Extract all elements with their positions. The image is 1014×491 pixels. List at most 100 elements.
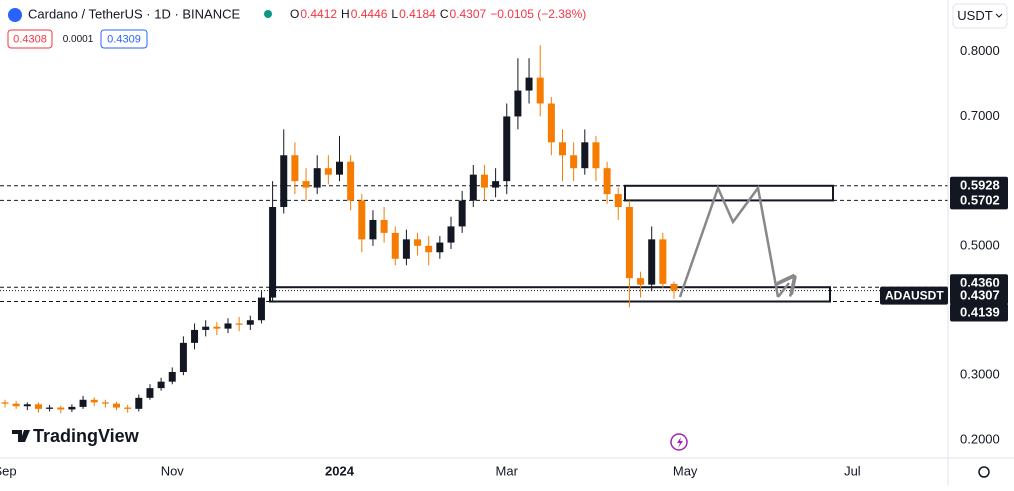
candle-body (358, 200, 366, 240)
candle-body (447, 226, 455, 243)
candle-body (280, 155, 288, 208)
candle-body (547, 103, 555, 143)
current-price: 0.4307 (960, 288, 1000, 303)
candle-body (202, 326, 210, 330)
candle-body (57, 407, 65, 410)
candle-body (659, 239, 667, 284)
ohlc-value: 0.4184 (399, 7, 436, 21)
candle-body (68, 406, 76, 410)
candle-body (347, 161, 355, 201)
candle-body (581, 142, 589, 169)
candle-body (637, 278, 645, 285)
candle-body (79, 399, 87, 407)
ohlc-key: C (440, 7, 449, 21)
symbol-title: Cardano / TetherUS · 1D · BINANCE (28, 6, 240, 21)
plot-area (0, 45, 948, 414)
price-label-box (950, 191, 1008, 210)
watermark: TradingView (33, 426, 140, 446)
ohlc-change: −0.0105 (−2.38%) (490, 7, 586, 21)
candle-body (369, 219, 377, 240)
candle-body (313, 168, 321, 188)
y-tick-label: 0.8000 (960, 43, 1000, 58)
candle-body (90, 399, 98, 403)
candle-body (402, 239, 410, 259)
watermark-logo (12, 430, 30, 442)
candle-body (592, 142, 600, 169)
y-tick-label: 0.7000 (960, 108, 1000, 123)
candle-body (302, 181, 310, 188)
candle-body (213, 326, 221, 329)
status-dot (264, 10, 272, 18)
candle-body (336, 161, 343, 175)
x-tick-label: 2024 (325, 463, 355, 478)
ask-price: 0.4309 (107, 33, 141, 45)
currency-dropdown[interactable] (952, 3, 1008, 29)
candle-body (525, 77, 533, 91)
candle-body (46, 407, 54, 409)
candle-body (670, 283, 678, 291)
y-tick-label: 0.3000 (960, 367, 1000, 382)
candle-body (648, 239, 656, 285)
ohlc-value: 0.4412 (300, 7, 337, 21)
candle-body (436, 242, 444, 253)
candle-body (124, 407, 132, 409)
symbol-icon (8, 8, 22, 22)
projection-arrow (778, 283, 789, 298)
candle-body (536, 77, 544, 104)
candle-body (269, 207, 277, 298)
bid-box[interactable] (7, 29, 53, 49)
candle-body (257, 297, 265, 321)
currency-label: USDT (957, 8, 992, 23)
ask-box[interactable] (100, 29, 148, 49)
candle-body (559, 142, 566, 156)
candle-body (492, 181, 500, 188)
candle-body (603, 168, 611, 195)
candle-body (12, 403, 20, 407)
candle-body (168, 371, 176, 382)
current-price-box (950, 286, 1008, 305)
candle-body (614, 194, 622, 208)
candle-body (469, 174, 477, 201)
x-tick-label: May (673, 463, 698, 478)
candle-body (414, 239, 422, 246)
x-tick-label: Jul (844, 463, 861, 478)
candle-body (503, 116, 511, 182)
candle-body (101, 402, 109, 404)
price-label-box (950, 303, 1008, 322)
candle-body (34, 404, 42, 409)
candle-body (391, 232, 399, 259)
price-label: 0.5702 (960, 192, 1000, 207)
settings-icon[interactable] (978, 466, 990, 478)
candle-body (570, 155, 578, 169)
candle-body (191, 329, 199, 343)
current-symbol: ADAUSDT (885, 288, 944, 302)
candle-body (1, 402, 9, 404)
candle-body (458, 200, 466, 227)
bid-price: 0.4308 (13, 33, 47, 45)
price-label-box (950, 176, 1008, 195)
x-tick-label: Nov (161, 463, 185, 478)
candle-body (480, 174, 488, 188)
candle-body (179, 342, 187, 372)
candle-body (625, 207, 633, 279)
ohlc-value: 0.4307 (449, 7, 486, 21)
ohlc-key: O (290, 7, 299, 21)
candle-body (135, 397, 143, 409)
price-label: 0.4360 (960, 275, 1000, 290)
ohlc-value: 0.4446 (351, 7, 388, 21)
candle-body (23, 404, 31, 407)
candle-body (224, 323, 232, 329)
candle-body (146, 388, 154, 398)
candle-body (514, 90, 522, 117)
dropdown-caret (995, 13, 1003, 18)
candle-body (157, 381, 165, 389)
projection-path (678, 184, 780, 298)
event-bolt (677, 437, 683, 448)
x-tick-label: Sep (0, 463, 17, 478)
current-symbol-box (880, 286, 948, 305)
price-label: 0.4139 (960, 304, 1000, 319)
ohlc-key: H (341, 7, 350, 21)
y-tick-label: 0.5000 (960, 237, 1000, 252)
